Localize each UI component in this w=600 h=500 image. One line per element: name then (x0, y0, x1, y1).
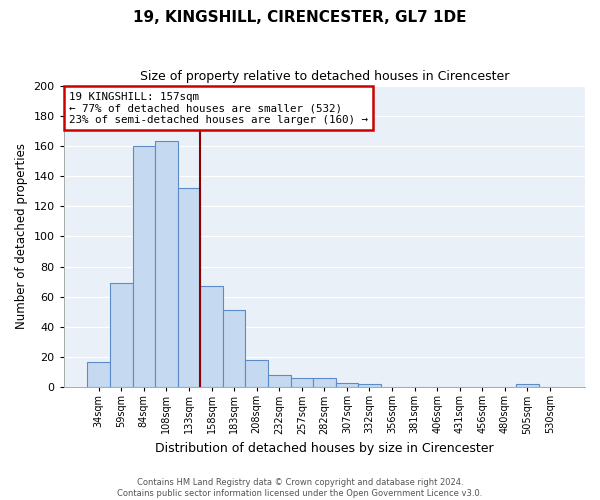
Bar (245, 360, 268, 387)
Bar (223, 310, 245, 387)
Text: 19 KINGSHILL: 157sqm
← 77% of detached houses are smaller (532)
23% of semi-deta: 19 KINGSHILL: 157sqm ← 77% of detached h… (69, 92, 368, 125)
Bar (358, 384, 381, 387)
Bar (335, 382, 358, 387)
Y-axis label: Number of detached properties: Number of detached properties (15, 144, 28, 330)
Bar (110, 283, 133, 387)
Bar (133, 146, 155, 387)
Bar (290, 378, 313, 387)
Bar (268, 375, 290, 387)
Bar (313, 378, 335, 387)
Bar (200, 286, 223, 387)
Bar (516, 384, 539, 387)
Bar (155, 142, 178, 387)
Bar (88, 362, 110, 387)
Bar (178, 188, 200, 387)
Title: Size of property relative to detached houses in Cirencester: Size of property relative to detached ho… (140, 70, 509, 83)
X-axis label: Distribution of detached houses by size in Cirencester: Distribution of detached houses by size … (155, 442, 494, 455)
Text: Contains HM Land Registry data © Crown copyright and database right 2024.
Contai: Contains HM Land Registry data © Crown c… (118, 478, 482, 498)
Text: 19, KINGSHILL, CIRENCESTER, GL7 1DE: 19, KINGSHILL, CIRENCESTER, GL7 1DE (133, 10, 467, 25)
